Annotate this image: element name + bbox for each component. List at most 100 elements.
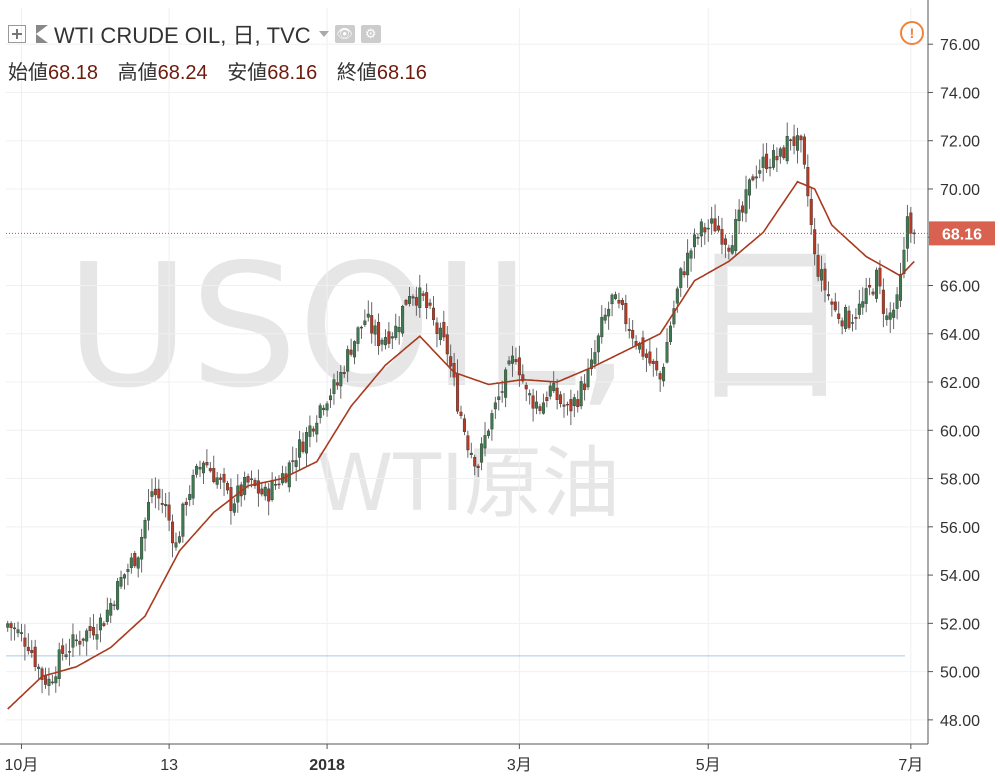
candle [222, 467, 226, 496]
candle [359, 325, 363, 339]
gear-icon[interactable]: ⚙ [360, 25, 381, 43]
candle [504, 367, 508, 408]
candle [775, 147, 779, 172]
candle [593, 340, 597, 369]
candle [648, 338, 652, 366]
candle [476, 463, 480, 478]
candle [771, 144, 775, 170]
candle [356, 326, 360, 352]
candle [335, 371, 339, 390]
candle [54, 666, 58, 693]
candle [64, 643, 68, 660]
flag-icon[interactable] [36, 25, 48, 43]
x-axis[interactable]: 10月 13 2018 3月 5月 7月 [5, 744, 924, 774]
candle [668, 321, 672, 346]
candle [219, 473, 223, 490]
candle [627, 317, 631, 339]
candle [195, 463, 199, 478]
candle [160, 489, 164, 514]
candle [644, 348, 648, 372]
candle [885, 308, 889, 326]
candle [377, 313, 381, 355]
candle [607, 301, 611, 330]
candle [559, 391, 563, 408]
candle [390, 332, 394, 349]
candle [696, 233, 700, 245]
candle [143, 517, 147, 552]
candle [854, 308, 858, 330]
candle [198, 460, 202, 478]
candle [789, 138, 793, 151]
candle [706, 219, 710, 242]
candle [232, 498, 236, 516]
y-tick-label: 48.00 [940, 713, 980, 730]
candle [888, 302, 892, 333]
candle [428, 298, 432, 310]
candle [92, 614, 96, 640]
x-tick-label: 13 [160, 757, 178, 774]
candle [122, 573, 126, 590]
candle [411, 294, 415, 306]
candle [294, 448, 298, 482]
candle [651, 359, 655, 377]
candle [912, 229, 916, 245]
candle [284, 466, 288, 484]
candle [43, 667, 47, 689]
candle [686, 239, 690, 288]
candle [167, 491, 171, 532]
warning-icon[interactable]: ! [900, 21, 924, 45]
candle [569, 389, 573, 426]
candle [270, 472, 274, 502]
candle [778, 146, 782, 164]
candle [847, 305, 851, 330]
candle [881, 278, 885, 328]
candle [298, 430, 302, 471]
candle [318, 403, 322, 424]
candle [641, 330, 645, 360]
eye-icon[interactable]: 👁 [334, 25, 355, 43]
candle [164, 493, 168, 518]
chevron-down-icon[interactable] [318, 31, 329, 37]
candle [699, 218, 703, 248]
candle [397, 316, 401, 345]
candle [545, 391, 549, 408]
candle [109, 598, 113, 624]
expand-icon[interactable] [8, 25, 26, 43]
candle [679, 267, 683, 297]
candle [129, 553, 133, 574]
moving-average-line [7, 180, 915, 710]
candle [473, 454, 477, 476]
y-tick-label: 64.00 [940, 327, 980, 344]
candle [274, 476, 278, 491]
candle [689, 248, 693, 272]
candle [905, 204, 909, 262]
candle [868, 277, 872, 296]
candle [861, 287, 865, 315]
candle [181, 502, 185, 543]
candle [596, 333, 600, 364]
candle [510, 345, 514, 377]
candle [153, 477, 157, 509]
candle [892, 302, 896, 330]
candle [383, 329, 387, 350]
candle [507, 356, 511, 366]
candle [727, 244, 731, 260]
y-axis[interactable]: 48.00 50.00 52.00 54.00 56.00 58.00 60.00 62.00… [928, 37, 980, 730]
high-label: 高値 [117, 62, 158, 84]
candle [538, 403, 542, 415]
watermark-symbol: USOIL, 日 [65, 228, 854, 426]
y-tick-label: 60.00 [940, 423, 980, 440]
candle [692, 228, 696, 259]
x-tick-label: 3月 [507, 757, 532, 774]
candle [796, 127, 800, 164]
candle [329, 388, 333, 408]
candle [201, 460, 205, 485]
candle [717, 215, 721, 233]
y-tick-label: 50.00 [940, 665, 980, 682]
candle [562, 393, 566, 418]
symbol-title[interactable]: WTI CRUDE OIL, 日, TVC [54, 23, 311, 48]
candle [500, 380, 504, 403]
candle [809, 187, 813, 235]
